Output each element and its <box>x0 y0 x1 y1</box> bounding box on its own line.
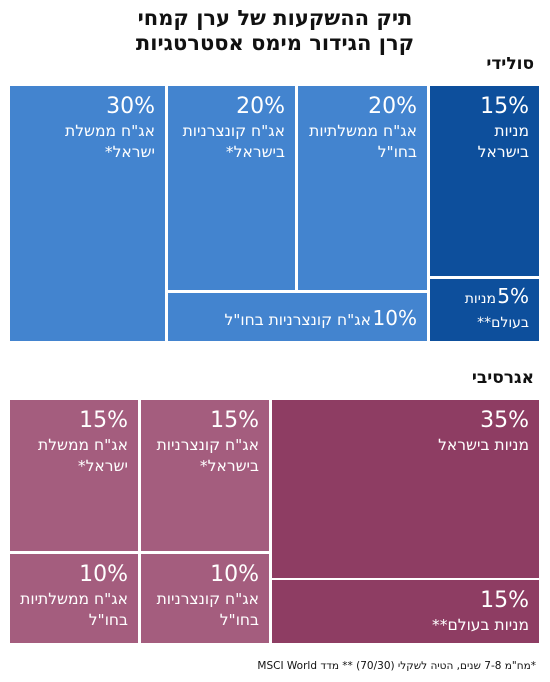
tile-percent-label: 15% <box>480 588 529 613</box>
treemap-tile <box>10 400 138 551</box>
tile-category-label: בישראל* <box>226 143 285 161</box>
tile-category-label: מניות <box>465 291 496 307</box>
tile-category-label: ישראל* <box>78 457 128 475</box>
tile-category-label: אג"ח קונצרניות <box>157 590 259 608</box>
tile-percent-label: 15% <box>480 94 529 119</box>
treemap-tile <box>141 400 269 551</box>
tile-percent-label: 10% <box>79 562 128 587</box>
section-label-aggressive: אגרסיבי <box>471 368 534 388</box>
tile-percent-label: 20% <box>368 94 417 119</box>
footnote: *מח"מ 7-8 שנים, הטיה לשקלי (70/30) ** מד… <box>257 660 536 672</box>
section-label-solid: סולידי <box>486 54 534 74</box>
tile-category-label: בחו"ל <box>378 143 417 161</box>
tile-category-label: אג"ח ממשלתיות <box>20 590 128 608</box>
treemap-tile <box>430 86 539 276</box>
tile-category-label: ישראל* <box>105 143 155 161</box>
treemap-tile <box>272 580 539 643</box>
tile-category-label: בישראל* <box>200 457 259 475</box>
tile-category-label: אג"ח ממשלת <box>38 436 128 454</box>
tile-category-label: אג"ח קונצרניות בחו"ל <box>224 311 371 329</box>
treemap-tile <box>168 86 295 290</box>
treemap-tile <box>272 400 539 578</box>
tile-percent-label: 10% <box>210 562 259 587</box>
tile-category-label: מניות <box>494 122 529 140</box>
tile-percent-label: 20% <box>236 94 285 119</box>
tile-category-label: אג"ח קונצרניות <box>157 436 259 454</box>
tile-category-label: מניות בעולם** <box>432 616 529 634</box>
treemap-aggressive: 35% מניות בישראל 15% מניות בעולם** 15% אג"ח ק… <box>10 400 539 643</box>
tile-percent-label: 10% <box>373 306 417 330</box>
tile-category-label: בעולם** <box>477 315 529 331</box>
treemap-tile <box>10 554 138 643</box>
tile-category-label: בחו"ל <box>220 611 259 629</box>
tile-category-label: בישראל <box>478 143 529 161</box>
treemap-tile <box>430 279 539 341</box>
treemap-tile <box>298 86 427 290</box>
tile-percent-label: 15% <box>210 408 259 433</box>
treemap-tile <box>141 554 269 643</box>
tile-percent-label: 30% <box>106 94 155 119</box>
chart-title-line1: תיק ההשקעות של ערן קמחי <box>137 6 413 30</box>
treemap-tile <box>10 86 165 341</box>
tile-percent-label: 5% <box>497 284 529 308</box>
chart-title-line2: קרן הגידור מימס אסטרטגיות <box>135 31 415 55</box>
tile-category-label: אג"ח קונצרניות <box>183 122 285 140</box>
tile-category-label: מניות בישראל <box>438 436 529 454</box>
tile-percent-label: 35% <box>480 408 529 433</box>
tile-category-label: בחו"ל <box>89 611 128 629</box>
tile-category-label: אג"ח ממשלת <box>65 122 155 140</box>
tile-category-label: אג"ח ממשלתיות <box>309 122 417 140</box>
treemap-tile <box>168 293 427 341</box>
tile-percent-label: 15% <box>79 408 128 433</box>
